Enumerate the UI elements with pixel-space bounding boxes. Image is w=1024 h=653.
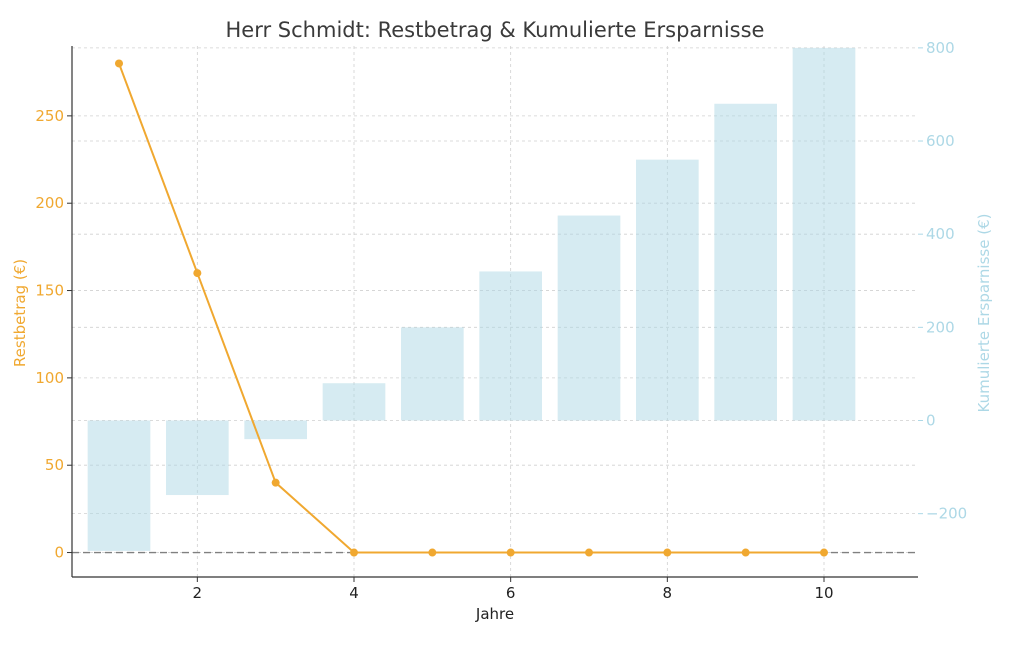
restbetrag-point [741,548,750,557]
y-tick-label-left: 250 [35,107,64,125]
restbetrag-point [820,548,828,557]
bar-mark [244,420,307,440]
y-tick-label-left: 0 [54,544,64,562]
bars-layer [87,47,856,551]
y-tick-label-left: 200 [35,194,64,212]
x-tick-label: 4 [349,584,359,602]
bar-mark [557,215,621,421]
y-tick-label-right: 0 [926,411,936,429]
y-tick-label-left: 50 [45,456,64,474]
y-axis-label-left: Restbetrag (€) [11,259,29,367]
chart-title: Herr Schmidt: Restbetrag & Kumulierte Er… [226,18,765,42]
x-tick-label: 8 [663,584,673,602]
restbetrag-point [428,548,437,557]
y-tick-label-right: 200 [926,318,955,336]
restbetrag-point [271,478,280,487]
bar-mark [401,327,464,421]
y-tick-label-left: 150 [35,282,64,300]
x-axis-label: Jahre [475,605,514,623]
restbetrag-point [506,548,515,557]
bar-mark [322,383,386,421]
x-tick-label: 6 [506,584,516,602]
y-axis-label-right: Kumulierte Ersparnisse (€) [975,214,993,413]
bar-mark [479,271,542,421]
bar-mark [792,47,856,421]
y-tick-label-right: −200 [926,505,967,523]
bar-mark [636,159,699,421]
bar-mark [166,420,229,496]
y-tick-label-right: 600 [926,132,955,150]
restbetrag-point [193,269,202,278]
x-tick-label: 2 [193,584,203,602]
axes-layer [71,46,918,578]
restbetrag-point [115,59,123,68]
bar-mark [87,420,151,551]
bar-mark [714,103,777,421]
x-tick-label: 10 [814,584,833,602]
y-tick-label-right: 400 [926,225,955,243]
restbetrag-point [585,548,593,557]
restbetrag-line [118,63,824,554]
line-layer [115,59,828,557]
restbetrag-point [350,548,358,557]
y-tick-label-left: 100 [35,369,64,387]
y-tick-label-right: 800 [926,39,955,57]
restbetrag-point [663,548,672,557]
